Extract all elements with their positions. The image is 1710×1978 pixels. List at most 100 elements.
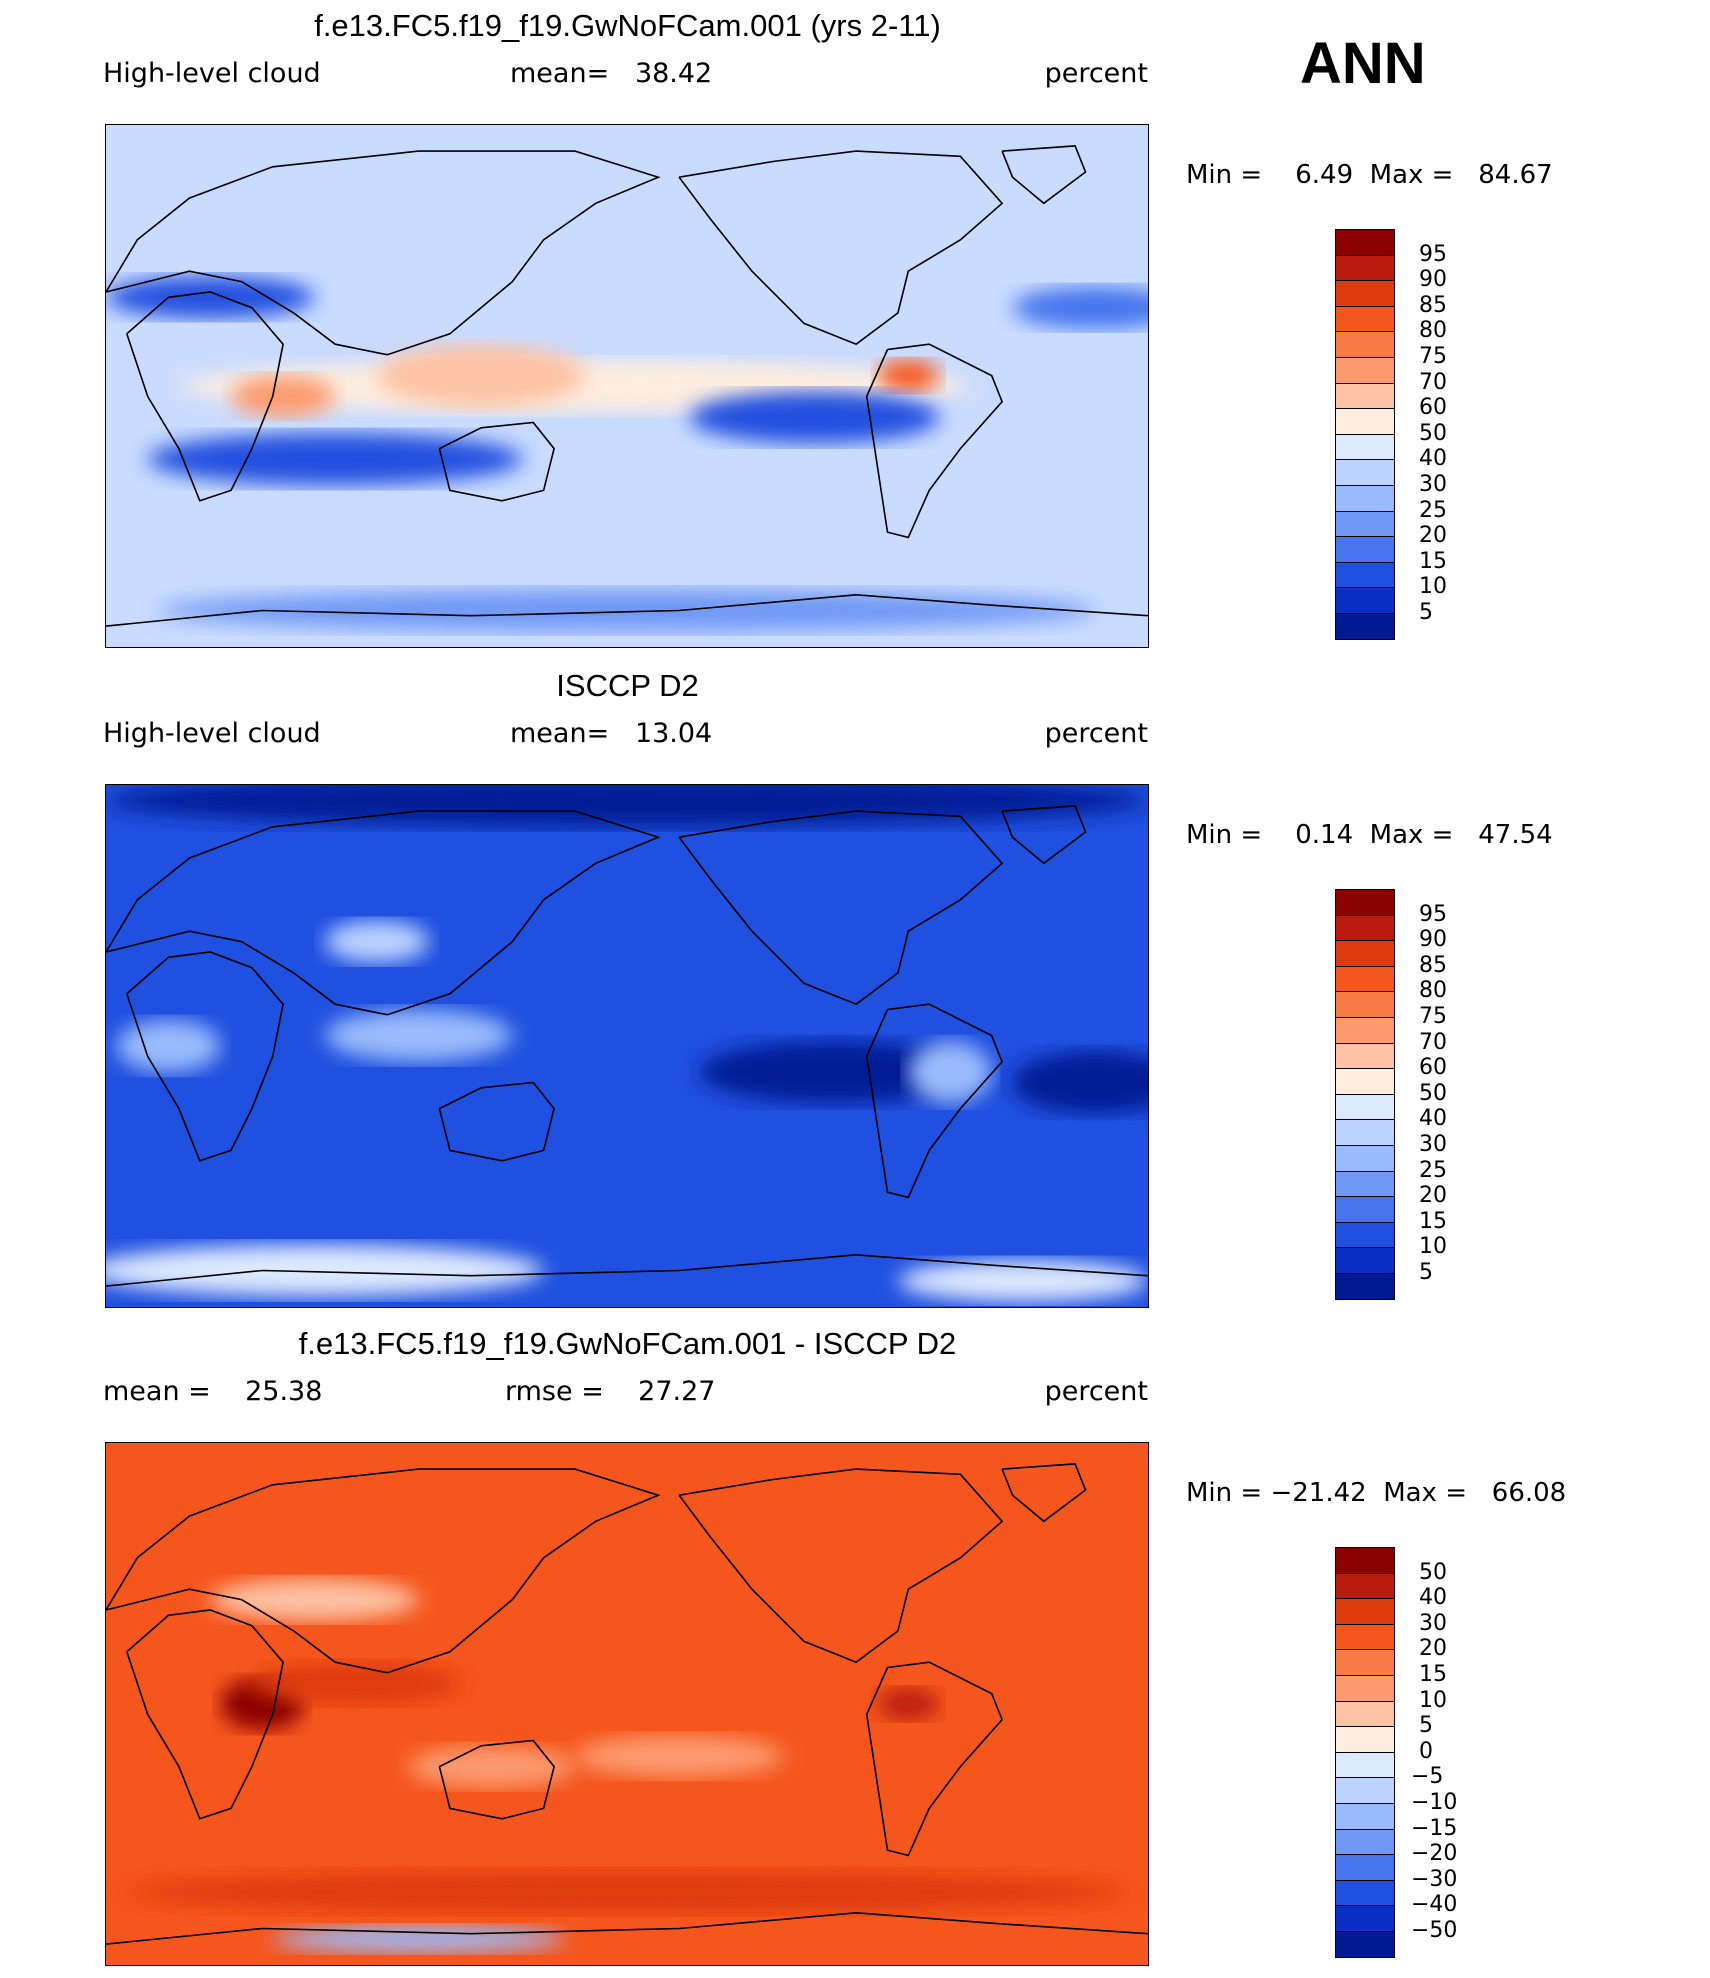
colorbar-swatch — [1335, 914, 1395, 942]
coastline — [106, 1911, 1148, 1945]
colorbar-label: 10 — [1419, 1687, 1447, 1713]
coastline — [438, 421, 555, 502]
mean-label: mean = 25.38 — [103, 1376, 323, 1407]
field-asia-low — [210, 1578, 419, 1621]
colorbar-swatch — [1335, 965, 1395, 993]
field-africa-max — [231, 375, 336, 418]
panel-title: ISCCP D2 — [556, 668, 699, 703]
panel-obs: ISCCP D2 High-level cloud mean= 13.04 pe… — [0, 660, 1710, 1320]
colorbar-label: 5 — [1419, 600, 1433, 625]
panel-title: f.e13.FC5.f19_f19.GwNoFCam.001 (yrs 2-11… — [314, 8, 941, 43]
colorbar-swatch — [1335, 587, 1395, 614]
coastline — [678, 150, 1004, 346]
colorbar-swatch — [1335, 357, 1395, 384]
colorbar-label: 85 — [1419, 292, 1447, 318]
variable-label: High-level cloud — [103, 718, 321, 749]
map-svg — [106, 1443, 1148, 1965]
colorbar-swatch — [1335, 561, 1395, 589]
colorbar-swatch — [1335, 1196, 1395, 1223]
colorbar-label: 40 — [1419, 446, 1447, 472]
field-africa-max — [116, 1019, 221, 1073]
colorbar-label: 90 — [1419, 267, 1447, 293]
colorbar-swatch — [1335, 459, 1395, 486]
colorbar-swatch — [1335, 1093, 1395, 1121]
colorbar-swatch — [1335, 1042, 1395, 1070]
mean-label: mean= 13.04 — [510, 718, 713, 749]
colorbar-label: −5 — [1411, 1764, 1444, 1790]
colorbar-label: −30 — [1411, 1866, 1458, 1892]
colorbar-swatch — [1335, 1649, 1395, 1676]
colorbar-swatch — [1335, 229, 1395, 256]
colorbar-label: 40 — [1419, 1585, 1447, 1611]
colorbar-swatch — [1335, 1273, 1395, 1300]
colorbar-swatch — [1335, 1623, 1395, 1651]
colorbar-label: 75 — [1419, 1004, 1447, 1029]
field-north-atlantic-low — [1012, 286, 1148, 329]
colorbar-swatch — [1335, 382, 1395, 410]
colorbar-swatch — [1335, 254, 1395, 282]
field-amazon-max — [877, 1688, 940, 1720]
colorbar-swatch — [1335, 1879, 1395, 1907]
coastline — [106, 150, 661, 356]
colorbar-swatch — [1335, 1828, 1395, 1856]
colorbar-label: 60 — [1419, 1055, 1447, 1081]
coastline — [106, 1468, 661, 1674]
colorbar-swatch — [1335, 433, 1395, 461]
colorbar-label: 20 — [1419, 1636, 1447, 1662]
map-plot — [105, 124, 1149, 648]
coastline — [106, 1253, 1148, 1287]
minmax-label: Min = 6.49 Max = 84.67 — [1186, 160, 1553, 190]
colorbar-swatch — [1335, 305, 1395, 333]
colorbar-label: 15 — [1419, 1208, 1447, 1234]
colorbar-swatch — [1335, 1068, 1395, 1095]
colorbar-label: −15 — [1411, 1815, 1458, 1841]
coastline — [678, 1468, 1004, 1664]
colorbar-label: −10 — [1411, 1790, 1458, 1815]
coastline — [865, 1003, 1004, 1199]
colorbar-label: 80 — [1419, 978, 1447, 1004]
field-warm-pool — [376, 344, 586, 407]
coastline — [126, 951, 284, 1162]
field-antarctic-min — [272, 1925, 565, 1952]
coastline — [1001, 805, 1087, 865]
coastline — [126, 1609, 284, 1820]
rmse-label: rmse = 27.27 — [505, 1376, 716, 1407]
colorbar-label: 30 — [1419, 472, 1447, 497]
coastline — [865, 1661, 1004, 1857]
colorbar-label: 25 — [1419, 1157, 1447, 1183]
colorbar-swatch — [1335, 1751, 1395, 1779]
colorbar-swatch — [1335, 1547, 1395, 1574]
colorbar-swatch — [1335, 1803, 1395, 1830]
colorbar-swatch — [1335, 613, 1395, 640]
colorbar-label: 20 — [1419, 1183, 1447, 1209]
coastline — [438, 1739, 555, 1820]
colorbar-swatch — [1335, 1700, 1395, 1728]
colorbar-label: 15 — [1419, 548, 1447, 574]
colorbar-label: 50 — [1419, 420, 1447, 446]
colorbar-swatch — [1335, 1572, 1395, 1600]
colorbar-label: −40 — [1411, 1892, 1458, 1918]
colorbar-label: 75 — [1419, 344, 1447, 369]
colorbar-swatch — [1335, 1777, 1395, 1804]
colorbar-label: 30 — [1419, 1610, 1447, 1636]
colorbar-swatch — [1335, 889, 1395, 916]
field-east-pacific-min — [699, 1040, 971, 1104]
colorbar-swatch — [1335, 536, 1395, 563]
field-east-pacific-low — [689, 391, 940, 444]
colorbar-swatch — [1335, 1905, 1395, 1932]
field-mediterranean-low — [106, 276, 315, 319]
colorbar-label: 5 — [1419, 1260, 1433, 1285]
colorbar-label: 10 — [1419, 574, 1447, 600]
field-south-pacific-low — [574, 1735, 784, 1778]
colorbar-swatch — [1335, 510, 1395, 538]
colorbar-swatch — [1335, 1726, 1395, 1753]
field-antarctic-low — [158, 589, 1096, 632]
colorbar-swatch — [1335, 408, 1395, 435]
colorbar-swatch — [1335, 1675, 1395, 1702]
colorbar-label: 10 — [1419, 1234, 1447, 1260]
panel-model: f.e13.FC5.f19_f19.GwNoFCam.001 (yrs 2-11… — [0, 0, 1710, 660]
colorbar-label: 50 — [1419, 1080, 1447, 1106]
mean-label: mean= 38.42 — [510, 58, 713, 89]
colorbar-swatch — [1335, 1170, 1395, 1198]
colorbar-label: 70 — [1419, 369, 1447, 395]
